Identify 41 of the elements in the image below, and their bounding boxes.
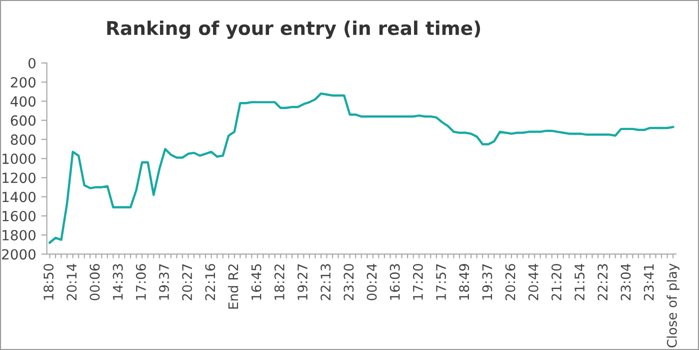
x-tick-label: End R2 — [228, 264, 238, 309]
y-tick-label: 2000 — [2, 249, 36, 260]
y-tick-label: 0 — [28, 58, 36, 68]
y-tick-label: 200 — [10, 77, 36, 88]
x-tick-label: 00:24 — [366, 264, 377, 300]
x-tick-label: 20:26 — [505, 264, 516, 300]
x-tick-label: 18:22 — [274, 264, 284, 300]
x-tick-label: 14:33 — [112, 264, 123, 300]
y-tick-label: 800 — [10, 134, 36, 145]
y-tick-label: 1600 — [2, 210, 36, 222]
x-tick-label: 22:16 — [205, 264, 216, 300]
y-tick-label: 400 — [10, 96, 36, 107]
x-tick-label: 19:37 — [159, 264, 169, 300]
x-tick-label: 17:20 — [412, 264, 423, 300]
x-tick-label: 00:06 — [90, 264, 100, 300]
x-tick-label: 20:14 — [66, 264, 77, 300]
x-tick-label: 18:49 — [459, 264, 470, 300]
x-tick-label: 23:41 — [644, 264, 654, 300]
x-tick-label: 20:44 — [528, 264, 538, 300]
x-tick-label: 18:50 — [44, 264, 54, 300]
x-tick-label: 20:27 — [182, 264, 192, 300]
y-tick-label: 1000 — [2, 154, 36, 164]
x-tick-label: 22:13 — [320, 264, 331, 300]
x-tick-label: 17:06 — [136, 264, 146, 300]
x-tick-label: 17:57 — [436, 264, 446, 300]
x-tick-label: 19:37 — [482, 264, 492, 300]
x-tick-label: 21:20 — [551, 264, 562, 300]
x-tick-label: Close of play — [666, 264, 680, 348]
line-series — [48, 92, 674, 244]
x-tick-label: 23:04 — [620, 264, 631, 300]
x-tick-label: 22:23 — [598, 264, 608, 300]
x-tick-label: 19:27 — [298, 264, 308, 300]
x-tick-label: 16:45 — [251, 264, 262, 300]
x-tick-label: 21:54 — [574, 264, 585, 300]
y-tick-label: 1200 — [2, 172, 36, 184]
chart-title: Ranking of your entry (in real time) — [107, 20, 480, 39]
x-tick-label: 23:20 — [344, 264, 354, 300]
y-tick-label: 600 — [10, 115, 36, 126]
y-tick-label: 1400 — [2, 192, 36, 202]
x-tick-label: 16:03 — [390, 264, 400, 300]
y-tick-label: 1800 — [2, 230, 36, 240]
